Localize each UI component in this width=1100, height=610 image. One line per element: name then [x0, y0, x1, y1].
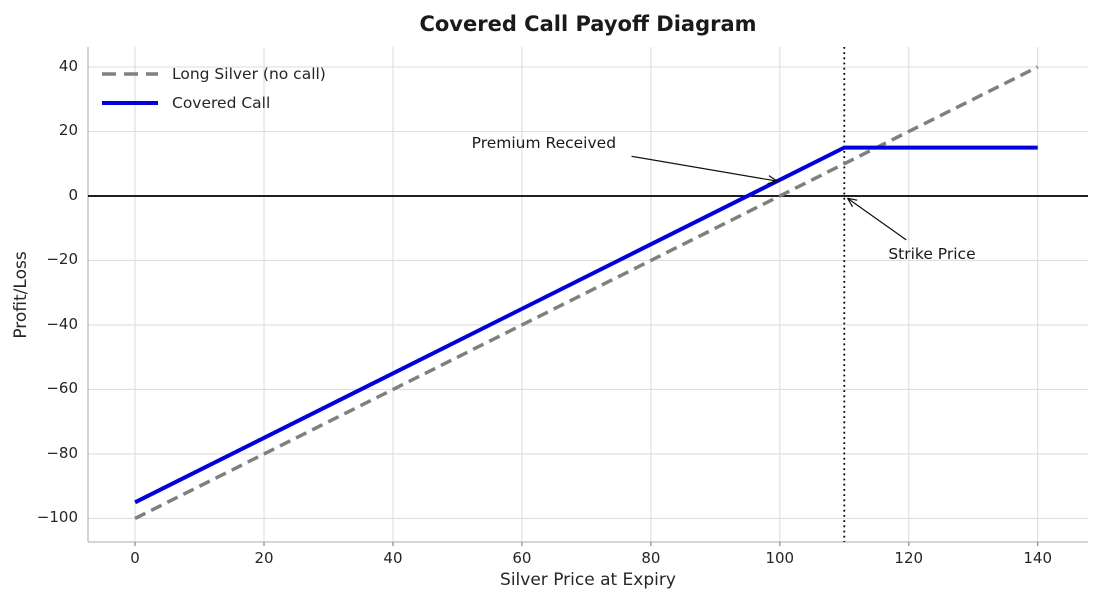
annotation-strike-price: Strike Price [888, 245, 976, 264]
y-tick-label: 40 [58, 56, 78, 75]
x-tick-label: 120 [894, 549, 924, 567]
x-tick-label: 60 [512, 549, 532, 567]
y-tick-label: 20 [58, 121, 78, 140]
x-tick-label: 20 [254, 549, 274, 567]
x-tick-label: 0 [130, 549, 140, 567]
x-tick-label: 40 [383, 549, 403, 567]
solid-line-sample-icon [102, 100, 158, 105]
annotation-arrow [847, 197, 907, 241]
x-tick-label: 80 [641, 549, 661, 567]
legend: Long Silver (no call) Covered Call [101, 59, 326, 117]
annotation-arrowhead [847, 197, 858, 201]
y-tick-label: −80 [46, 443, 78, 462]
y-tick-label: 0 [68, 185, 78, 204]
y-tick-label: −20 [46, 250, 78, 269]
series-line-covered-call [134, 145, 1038, 505]
annotation-premium-received: Premium Received [471, 134, 617, 153]
annotation-arrow [631, 155, 778, 182]
y-tick-label: −100 [36, 508, 78, 527]
x-axis-label: Silver Price at Expiry [500, 570, 676, 590]
legend-label-long-silver: Long Silver (no call) [172, 64, 326, 83]
annotation-arrowhead [846, 197, 854, 208]
annotation-arrowhead [767, 180, 778, 185]
x-tick-label: 140 [1023, 549, 1053, 567]
chart-title: Covered Call Payoff Diagram [419, 12, 757, 36]
series-line-long-silver-no-call- [134, 65, 1039, 521]
legend-item-long-silver: Long Silver (no call) [101, 59, 326, 88]
dashed-line-sample-icon [102, 71, 158, 76]
y-tick-label: −40 [46, 314, 78, 333]
y-tick-label: −60 [46, 379, 78, 398]
x-tick-label: 100 [765, 549, 795, 567]
annotation-arrowhead [768, 175, 778, 182]
legend-item-covered-call: Covered Call [101, 88, 326, 117]
legend-label-covered-call: Covered Call [172, 93, 271, 112]
